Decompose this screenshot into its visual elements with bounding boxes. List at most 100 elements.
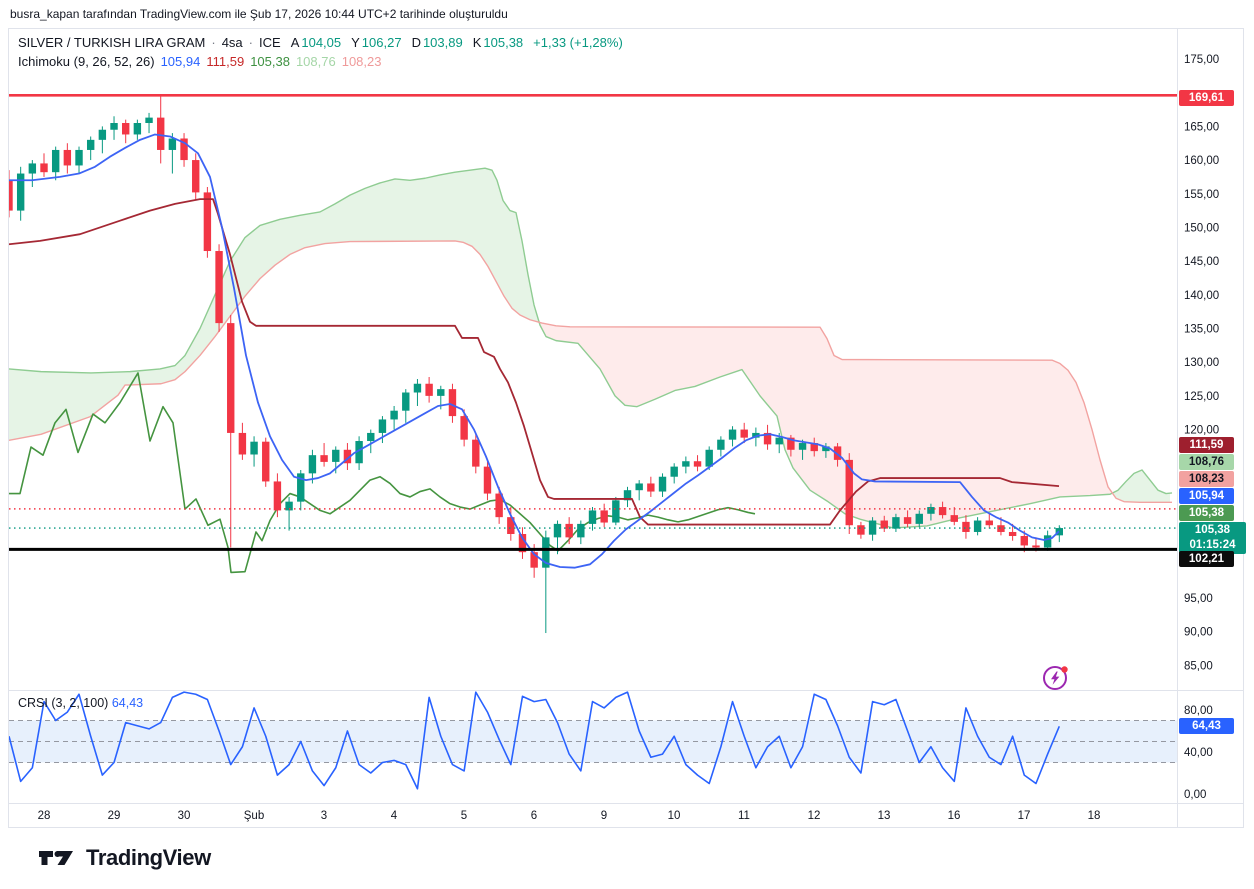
- time-axis-label: 5: [461, 810, 467, 822]
- time-axis-label: 4: [391, 810, 398, 822]
- time-axis-label: 3: [321, 810, 327, 822]
- candle-down: [810, 443, 818, 452]
- time-axis-label: 18: [1088, 810, 1101, 822]
- price-tick-label: 90,00: [1184, 627, 1213, 639]
- candle-up: [402, 392, 410, 411]
- candle-up: [705, 449, 713, 467]
- time-axis-label: 29: [108, 810, 121, 822]
- indicator-row[interactable]: Ichimoku (9, 26, 52, 26) 105,94 111,59 1…: [18, 52, 623, 71]
- price-tick-label: 85,00: [1184, 660, 1213, 672]
- candle-up: [635, 483, 643, 491]
- candle-up: [86, 139, 95, 150]
- price-tick-label: 160,00: [1184, 155, 1219, 167]
- candle-up: [1043, 535, 1052, 548]
- candle-down: [1008, 531, 1017, 537]
- crsi-value: 64,43: [111, 696, 144, 710]
- time-axis-label: 17: [1018, 810, 1031, 822]
- price-tick-label: 165,00: [1184, 121, 1219, 133]
- candle-down: [192, 160, 200, 193]
- indicator-name: Ichimoku (9, 26, 52, 26): [18, 54, 155, 69]
- candle-up: [717, 439, 725, 450]
- price-tick-label: 155,00: [1184, 189, 1219, 201]
- candle-down: [40, 163, 48, 173]
- chart-frame-border: [8, 28, 1244, 828]
- price-tick-label: 95,00: [1184, 593, 1213, 605]
- boost-button[interactable]: [1041, 663, 1070, 692]
- candle-up: [553, 523, 562, 538]
- price-tick-label: 135,00: [1184, 324, 1219, 336]
- ichimoku-cloud-bearish: [540, 322, 1113, 528]
- time-axis-label: 11: [738, 810, 750, 822]
- ichimoku-conversion-line: [9, 133, 1060, 569]
- ohlc-open: A 104,05: [290, 35, 342, 50]
- time-axis-label: 16: [948, 810, 961, 822]
- symbol-row[interactable]: SILVER / TURKISH LIRA GRAM · 4sa · ICE A…: [18, 33, 623, 52]
- candle-down: [483, 466, 492, 494]
- candle-down: [518, 533, 527, 553]
- candle-up: [868, 520, 877, 535]
- tradingview-logo[interactable]: TradingView: [38, 845, 211, 871]
- candle-up: [588, 510, 597, 524]
- candle-down: [997, 525, 1005, 532]
- price-tick-label: 120,00: [1184, 425, 1219, 437]
- candle-down: [880, 520, 888, 529]
- ichimoku-lagging-line: [9, 372, 756, 574]
- price-tick-label: 125,00: [1184, 391, 1219, 403]
- ichimoku-cloud-bullish: [1113, 470, 1170, 503]
- separator: ·: [211, 35, 216, 50]
- candle-up: [98, 129, 107, 140]
- time-axis-label: 13: [878, 810, 891, 822]
- candle-down: [938, 507, 947, 516]
- change-value: +1,33 (+1,28%): [533, 35, 623, 50]
- ichimoku-conversion-value: 105,94: [160, 54, 201, 69]
- candle-down: [495, 493, 503, 518]
- candle-down: [215, 251, 223, 324]
- time-axis-label: 28: [38, 810, 51, 822]
- ichimoku-cloud-bullish: [9, 168, 540, 441]
- candle-down: [507, 517, 515, 534]
- candle-down: [1020, 536, 1028, 546]
- candle-up: [355, 441, 363, 464]
- ohlc-high: Y 106,27: [351, 35, 402, 50]
- candle-down: [647, 483, 655, 492]
- candle-up: [658, 476, 667, 492]
- tradingview-logo-icon: [39, 851, 73, 865]
- candle-down: [262, 441, 270, 482]
- candle-down: [448, 389, 457, 417]
- separator: ·: [248, 35, 254, 50]
- plot-series: [9, 94, 1173, 634]
- candle-up: [168, 138, 177, 150]
- candle-up: [75, 149, 83, 166]
- candle-up: [367, 432, 375, 442]
- candle-up: [775, 437, 783, 445]
- price-tick-label: 140,00: [1184, 290, 1219, 302]
- candle-up: [413, 383, 422, 393]
- crsi-tick-label: 80,00: [1184, 705, 1213, 717]
- candle-down: [985, 520, 993, 526]
- candle-down: [63, 149, 72, 166]
- tradingview-logo-text: TradingView: [86, 845, 211, 870]
- candle-up: [822, 446, 830, 452]
- price-tick-label: 175,00: [1184, 54, 1219, 66]
- candle-down: [787, 437, 795, 450]
- time-axis-label: Şub: [244, 810, 264, 822]
- candle-up: [145, 117, 153, 124]
- candle-down: [157, 117, 165, 150]
- candle-down: [740, 429, 748, 438]
- candle-down: [763, 432, 772, 445]
- candle-down: [425, 383, 433, 396]
- candle-up: [542, 537, 550, 568]
- crsi-legend[interactable]: CRSI (3, 2, 100) 64,43: [18, 696, 143, 710]
- candle-down: [600, 510, 608, 523]
- candle-down: [857, 525, 865, 535]
- candle-down: [565, 523, 573, 538]
- candle-up: [332, 449, 340, 462]
- crsi-name: CRSI (3, 2, 100): [18, 696, 109, 710]
- ichimoku-lead-b-value: 108,23: [341, 54, 382, 69]
- candle-down: [460, 416, 468, 440]
- price-tick-label: 145,00: [1184, 256, 1219, 268]
- candle-down: [962, 521, 970, 532]
- candle-up: [28, 163, 37, 174]
